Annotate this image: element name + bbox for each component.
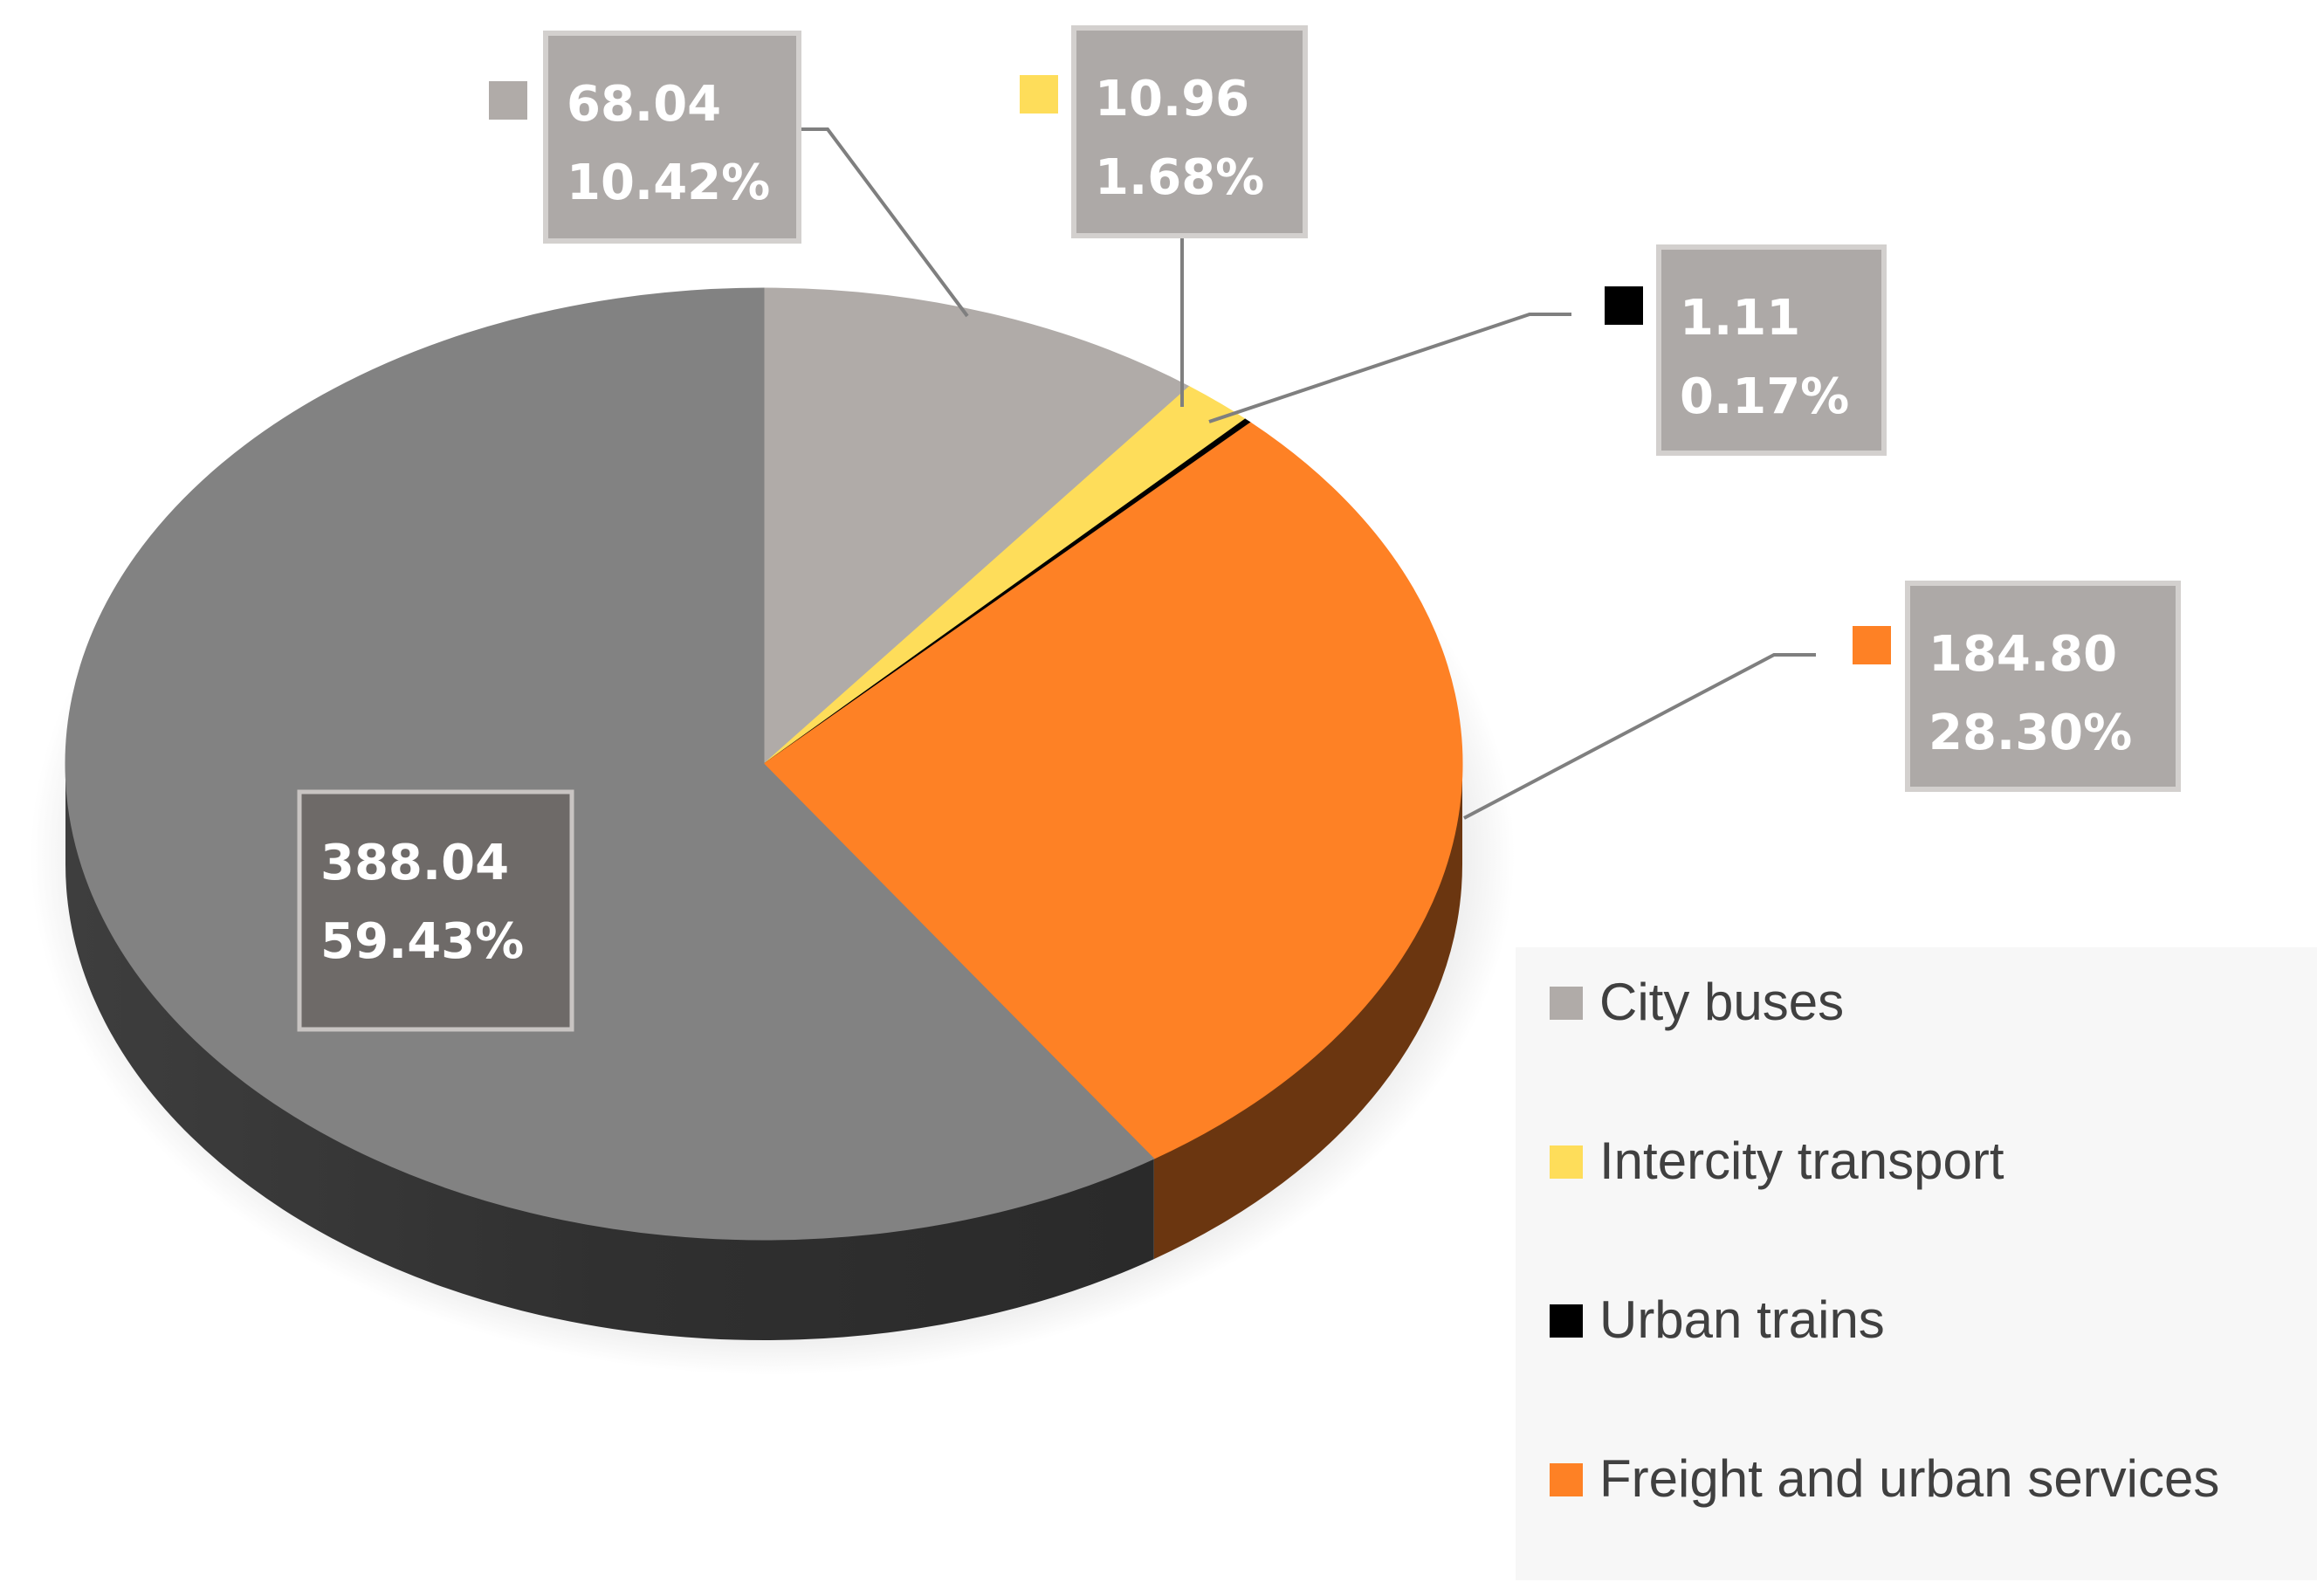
legend-entry-2: Urban trains xyxy=(1550,1290,1885,1349)
data-label-box xyxy=(543,31,801,244)
pie-slice-0 xyxy=(763,287,1191,766)
data-label-box xyxy=(1656,244,1887,456)
data-label-percent: 59.43% xyxy=(320,913,524,970)
legend-swatch xyxy=(1550,1145,1583,1179)
data-label-value: 388.04 xyxy=(320,835,509,891)
data-label-box xyxy=(297,789,574,1032)
data-label-value: 10.96 xyxy=(1095,71,1249,127)
data-label-0: 68.04 10.42% xyxy=(489,31,801,244)
legend-label: City buses xyxy=(1599,973,1844,1031)
data-label-box xyxy=(1071,25,1308,238)
legend-entry-0: City buses xyxy=(1550,973,1844,1031)
data-label-key xyxy=(1605,286,1643,325)
legend-background xyxy=(1516,947,2317,1580)
data-labels: 68.04 10.42% 10.96 1.68% 1.11 0.17% 184.80 28.3… xyxy=(297,25,2181,1032)
leader-line-2 xyxy=(1208,313,1571,423)
legend-entry-3: Freight and urban services xyxy=(1550,1449,2219,1508)
data-label-4: 388.04 59.43% xyxy=(297,789,574,1032)
pie-side-4 xyxy=(65,764,1154,1340)
legend-swatch xyxy=(1550,1304,1583,1338)
leader-line-0 xyxy=(800,127,969,318)
data-label-box xyxy=(1905,581,2181,792)
legend-label: Urban trains xyxy=(1599,1290,1885,1349)
data-label-3: 184.80 28.30% xyxy=(1853,581,2181,792)
data-label-percent: 1.68% xyxy=(1095,149,1264,206)
data-label-percent: 0.17% xyxy=(1680,368,1849,425)
legend-swatch xyxy=(1550,1463,1583,1496)
legend: City buses Intercity transport Urban train… xyxy=(1516,947,2317,1580)
legend-swatch xyxy=(1550,987,1583,1020)
data-label-percent: 28.30% xyxy=(1929,705,2132,761)
data-label-value: 184.80 xyxy=(1929,626,2117,683)
data-label-value: 1.11 xyxy=(1680,290,1800,347)
data-label-1: 10.96 1.68% xyxy=(1020,25,1308,238)
legend-label: Freight and urban services xyxy=(1599,1449,2219,1508)
leader-line-3 xyxy=(1463,653,1816,820)
data-label-value: 68.04 xyxy=(567,76,721,133)
legend-entry-1: Intercity transport xyxy=(1550,1132,2004,1190)
data-label-key xyxy=(1020,75,1058,114)
leader-lines xyxy=(800,127,1816,820)
pie-slice-3 xyxy=(763,422,1463,1159)
legend-label: Intercity transport xyxy=(1599,1132,2004,1190)
data-label-percent: 10.42% xyxy=(567,155,770,211)
pie-sides xyxy=(65,764,1462,1340)
data-label-key xyxy=(489,81,527,120)
data-label-2: 1.11 0.17% xyxy=(1605,244,1887,456)
data-label-key xyxy=(1853,626,1891,664)
pie-slices xyxy=(65,287,1463,1241)
pie-side-3 xyxy=(1153,764,1462,1260)
